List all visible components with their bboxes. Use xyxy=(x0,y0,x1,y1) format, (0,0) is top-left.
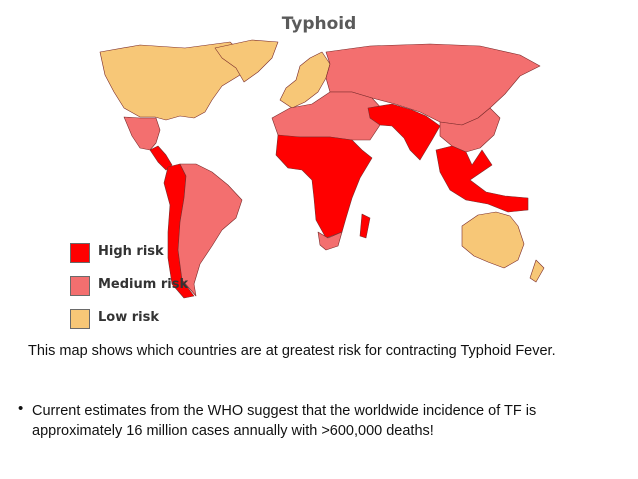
region-south-africa xyxy=(317,231,343,251)
map-caption: This map shows which countries are at gr… xyxy=(28,343,556,359)
region-sub-saharan-africa xyxy=(275,134,373,239)
legend-label-low: Low risk xyxy=(98,310,160,325)
region-western-europe xyxy=(279,51,331,109)
legend-swatch-high xyxy=(70,243,90,263)
legend-swatch-medium xyxy=(70,276,90,296)
legend-swatch-low xyxy=(70,309,90,329)
bullet-marker: • xyxy=(18,400,24,417)
region-australia xyxy=(461,211,525,269)
map-title: Typhoid xyxy=(281,14,357,34)
legend-label-medium: Medium risk xyxy=(98,277,189,292)
who-estimate-note: Current estimates from the WHO suggest t… xyxy=(32,403,537,439)
region-central-america-isthmus xyxy=(149,145,173,171)
region-southeast-asia-islands xyxy=(435,145,529,213)
region-madagascar xyxy=(359,213,371,239)
world-risk-map xyxy=(99,39,545,299)
region-north-america xyxy=(99,41,249,121)
region-south-asia xyxy=(367,103,441,161)
region-east-asia xyxy=(439,107,501,153)
region-mexico-central-america xyxy=(123,116,161,151)
legend-label-high: High risk xyxy=(98,244,164,259)
region-new-zealand xyxy=(529,259,545,283)
region-south-america-east xyxy=(177,163,243,297)
region-greenland xyxy=(214,39,279,83)
